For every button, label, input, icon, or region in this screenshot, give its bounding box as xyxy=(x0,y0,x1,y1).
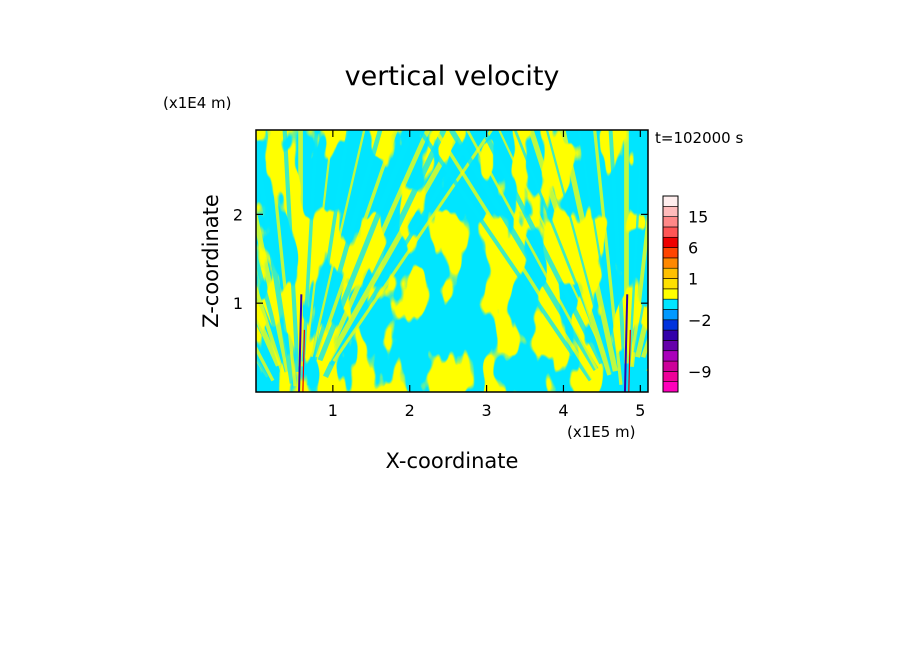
plot-area xyxy=(256,130,818,392)
x-tick-label: 1 xyxy=(328,401,338,420)
colorbar: −9 −2 1 6 15 xyxy=(662,195,712,393)
field-streak xyxy=(608,130,626,354)
colorbar-swatch xyxy=(662,309,679,321)
field-streak xyxy=(256,347,267,367)
field-streak xyxy=(305,130,334,358)
colorbar-swatch xyxy=(662,216,679,228)
field-streak xyxy=(256,350,273,381)
y-axis: 12 xyxy=(233,205,648,313)
field-streak xyxy=(498,130,606,356)
field-streak xyxy=(256,308,281,367)
y-tick-label: 2 xyxy=(233,205,243,224)
field-streak xyxy=(528,130,613,376)
field-streak xyxy=(630,205,648,368)
field-streak xyxy=(325,130,462,362)
colorbar-tick-label: −2 xyxy=(688,311,712,330)
field-streak xyxy=(481,130,604,365)
field-streak xyxy=(466,130,601,374)
colorbar-swatch xyxy=(662,350,679,362)
field-streak xyxy=(310,130,366,358)
field-streak xyxy=(267,130,297,387)
field-streak xyxy=(657,130,802,375)
colorbar-swatch xyxy=(662,257,679,269)
colorbar-swatch xyxy=(662,226,679,238)
colorbar-swatch xyxy=(662,206,679,217)
field-streak xyxy=(256,356,269,378)
field-streak xyxy=(635,300,648,358)
field-streak xyxy=(577,130,620,368)
colorbar-swatch xyxy=(662,340,679,352)
colorbar-tick-label: 15 xyxy=(688,208,708,227)
field-streak xyxy=(633,270,648,353)
strong-core xyxy=(628,329,631,392)
field-streak xyxy=(449,130,599,371)
x-scale-label: (x1E5 m) xyxy=(567,423,636,441)
colorbar-tick-label: −9 xyxy=(688,362,712,381)
colorbar-tick-label: 1 xyxy=(688,270,698,289)
colorbar-swatch xyxy=(662,329,679,341)
field-streak xyxy=(282,130,300,373)
field-streak xyxy=(256,283,286,378)
field-streak xyxy=(301,130,319,362)
colorbar-frame xyxy=(662,195,679,393)
field-streak xyxy=(628,130,644,371)
colorbar-swatch xyxy=(662,278,679,290)
y-axis-label: Z-coordinate xyxy=(199,194,223,328)
field-streak xyxy=(660,130,818,368)
colorbar-swatch xyxy=(662,319,679,331)
colorbar-swatch xyxy=(662,195,679,207)
colorbar-swatch xyxy=(662,381,679,393)
field-streak xyxy=(320,130,431,368)
field-streak xyxy=(317,130,415,362)
plot-frame xyxy=(255,129,649,393)
x-tick-label: 4 xyxy=(558,401,568,420)
y-tick-label: 1 xyxy=(233,294,243,313)
time-label: t=102000 s xyxy=(655,129,743,147)
colorbar-tick-label: 6 xyxy=(688,239,698,258)
colorbar-swatch xyxy=(662,298,679,310)
strong-core xyxy=(623,294,629,392)
field-streak xyxy=(329,130,478,366)
field-streak xyxy=(315,130,398,358)
x-tick-label: 2 xyxy=(405,401,415,420)
strong-core xyxy=(298,294,303,392)
x-axis-label: X-coordinate xyxy=(386,449,519,473)
colorbar-swatch xyxy=(662,247,679,259)
field-streak xyxy=(593,130,623,385)
x-axis: 1 2 3 4 5 xyxy=(328,130,645,420)
field-streak xyxy=(312,130,383,361)
field-streak xyxy=(256,207,293,379)
colorbar-swatch xyxy=(662,236,679,248)
field-streak xyxy=(560,130,619,372)
field-streak xyxy=(434,130,595,381)
field-streak xyxy=(332,130,493,363)
field-streak xyxy=(256,250,289,373)
field-streak xyxy=(256,133,295,384)
colorbar-swatch xyxy=(662,267,679,279)
strong-core xyxy=(302,329,306,392)
colorbar-swatch xyxy=(662,360,679,372)
chart-title: vertical velocity xyxy=(345,61,560,92)
x-tick-label: 5 xyxy=(635,401,645,420)
field-streak xyxy=(545,130,614,376)
colorbar-swatch xyxy=(662,288,679,300)
field-streaks xyxy=(256,130,818,392)
colorbar-swatch xyxy=(662,371,679,382)
x-tick-label: 3 xyxy=(481,401,491,420)
y-scale-label: (x1E4 m) xyxy=(163,94,232,112)
field-streak xyxy=(417,130,593,382)
